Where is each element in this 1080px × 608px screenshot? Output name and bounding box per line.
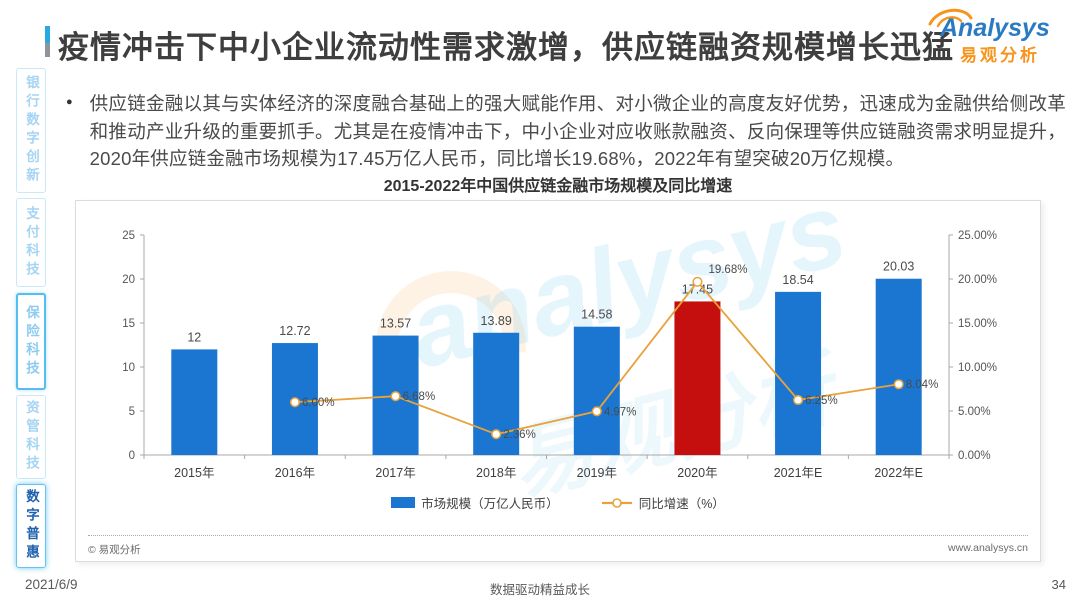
line-value-label: 6.68% [403,391,436,403]
chart-title: 2015-2022年中国供应链金融市场规模及同比增速 [383,178,733,195]
bar-2021年E [775,291,822,455]
chart-panel-footer: © 易观分析 www.analysys.cn [88,535,1028,557]
bar-value-label: 13.57 [380,317,411,331]
bar-value-label: 13.89 [481,314,512,328]
legend-label-growth: 同比增速（%） [638,497,725,511]
line-marker-2020年 [692,276,703,287]
chart-copyright: © 易观分析 [88,544,141,556]
left-axis-tick-label: 0 [129,450,135,462]
bar-2015年 [171,349,218,455]
sidebar-item-5[interactable]: 数字普惠 [16,484,46,568]
bar-value-label: 14.58 [581,308,612,322]
bar-value-label: 18.54 [782,273,813,287]
line-value-label: 19.68% [708,264,747,276]
x-axis-category-label: 2016年 [275,466,315,480]
x-axis-category-label: 2018年 [476,466,516,480]
svg-text:Analysys: Analysys [939,14,1050,42]
title-accent-bar [45,26,50,57]
line-marker-2016年 [289,397,300,408]
line-value-label: 6.25% [805,395,838,407]
right-axis-tick-label: 15.00% [958,318,997,330]
line-value-label: 6.00% [302,397,335,409]
page-title: 疫情冲击下中小企业流动性需求激增，供应链融资规模增长迅猛 [58,30,954,65]
line-marker-2017年 [390,391,401,402]
x-axis-category-label: 2021年E [774,466,823,480]
sidebar-item-label: 资管科技 [24,400,39,474]
x-axis-category-label: 2017年 [375,466,415,480]
left-axis-tick-label: 15 [122,318,135,330]
line-marker-2022年E [893,379,904,390]
x-axis-category-label: 2015年 [174,466,214,480]
bullet-icon: ● [66,96,73,108]
right-axis-tick-label: 10.00% [958,362,997,374]
analysys-logo-mark: Analysys [928,8,1050,42]
intro-block: ● 供应链金融以其与实体经济的深度融合基础上的强大赋能作用、对小微企业的高度友好… [66,90,1066,173]
bar-2020年 [674,301,721,455]
intro-text: 供应链金融以其与实体经济的深度融合基础上的强大赋能作用、对小微企业的高度友好优势… [89,93,1066,169]
chart-website: www.analysys.cn [948,542,1028,554]
left-axis-tick-label: 25 [122,230,135,242]
right-axis-tick-label: 0.00% [958,450,991,462]
sidebar-item-label: 银行数字创新 [24,75,39,186]
sidebar-item-3[interactable]: 保险科技 [16,293,46,390]
left-axis-tick-label: 10 [122,362,135,374]
chart-panel: analysys 易观分析 0 5 10 15 20 25 0.00% 5.00% 10.00%… [75,200,1041,562]
bar-value-label: 20.03 [883,260,914,274]
x-axis-category-label: 2019年 [577,466,617,480]
left-axis-tick-label: 20 [122,274,135,286]
bar-2022年E [875,278,922,455]
legend-bar-swatch-icon [391,497,416,508]
line-marker-2019年 [591,406,602,417]
right-axis-tick-label: 20.00% [958,274,997,286]
sidebar-item-label: 保险科技 [24,304,39,379]
line-value-label: 4.97% [604,406,637,418]
legend-item-growth: 同比增速（%） [601,493,725,512]
bar-value-label: 12.72 [279,324,310,338]
footer-page-number: 34 [1051,577,1066,592]
sidebar-item-2[interactable]: 支付科技 [16,198,46,287]
x-axis-category-label: 2020年 [677,466,717,480]
line-marker-2021年E [793,394,804,406]
line-value-label: 8.04% [906,379,939,391]
sidebar-item-label: 支付科技 [24,205,39,280]
chart-legend: 市场规模（万亿人民币） 同比增速（%） [76,493,1040,512]
sidebar-item-1[interactable]: 银行数字创新 [16,68,46,193]
legend-line-swatch-icon [601,497,632,508]
bar-value-label: 12 [187,330,201,344]
footer-date: 2021/6/9 [25,577,78,592]
sidebar-item-4[interactable]: 资管科技 [16,395,46,479]
right-axis-tick-label: 5.00% [958,406,991,418]
sidebar-item-label: 数字普惠 [24,489,39,563]
combo-chart: 0 5 10 15 20 25 0.00% 5.00% 10.00% 15.00% 20.00% 25… [122,230,997,480]
line-value-label: 2.36% [503,429,536,441]
x-axis-category-label: 2022年E [874,466,923,480]
line-marker-2018年 [491,429,502,440]
right-axis-tick-label: 25.00% [958,230,997,242]
analysys-logo: Analysys 易观分析 [926,8,1068,66]
legend-label-market-size: 市场规模（万亿人民币） [421,497,559,511]
left-axis-tick-label: 5 [129,406,135,418]
legend-item-market-size: 市场规模（万亿人民币） [391,493,559,512]
analysys-logo-cn: 易观分析 [960,46,1040,65]
footer-slogan: 数据驱动精益成长 [489,583,590,597]
